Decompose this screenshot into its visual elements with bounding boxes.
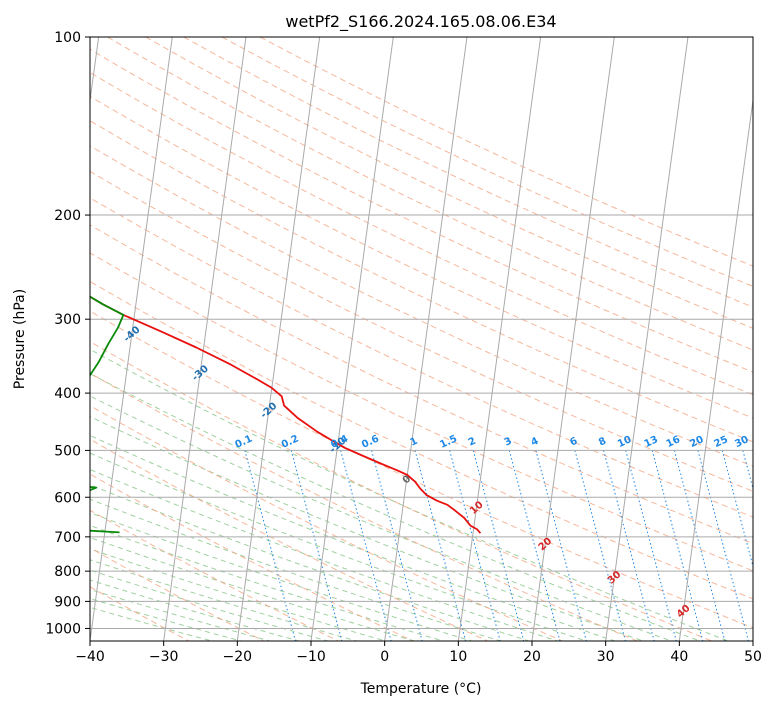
temperature-profile-line — [90, 295, 482, 534]
mixing-ratio-line — [625, 450, 677, 641]
plot-area — [90, 37, 753, 641]
isobar-grid — [90, 37, 753, 629]
x-tick-label: 40 — [670, 649, 688, 665]
dry-adiabat — [90, 145, 753, 467]
mixing-ratio-line — [574, 450, 627, 641]
mixing-ratio-line — [371, 450, 423, 641]
x-axis-label: Temperature (°C) — [360, 681, 482, 697]
isotherm-line — [457, 37, 542, 641]
mixing-ratio-label: 6 — [568, 436, 579, 449]
y-axis-label: Pressure (hPa) — [12, 289, 28, 389]
mixing-ratio-label: 25 — [713, 434, 730, 450]
dry-adiabat — [90, 71, 753, 396]
x-tick-label: 50 — [744, 649, 762, 665]
mixing-ratio-label: 4 — [529, 436, 540, 449]
isotherm-line — [384, 37, 468, 641]
dry-adiabat — [90, 48, 753, 373]
sounding-profiles — [90, 295, 482, 534]
x-axis: −40 −30 −20 −10 0 10 20 30 40 50 — [75, 641, 762, 665]
mixing-ratio-label: 10 — [616, 434, 633, 450]
dry-adiabat — [90, 224, 753, 545]
x-tick-label: 30 — [597, 649, 615, 665]
dry-adiabat — [107, 37, 753, 351]
isotherm-line — [605, 37, 689, 641]
mixing-ratio-line — [472, 450, 525, 641]
mixing-ratio-line — [673, 450, 726, 641]
y-tick-label: 800 — [54, 564, 81, 580]
isotherm-line — [310, 37, 394, 641]
dry-adiabat — [90, 280, 753, 600]
dry-adiabat — [90, 252, 753, 572]
isotherm-line — [163, 37, 247, 641]
x-tick-label: −10 — [296, 649, 326, 665]
mixing-ratio-label: 30 — [733, 434, 750, 450]
y-tick-label: 1000 — [45, 621, 81, 637]
mixing-ratio-label: 16 — [665, 434, 682, 450]
mixing-ratio-label: 20 — [688, 434, 705, 450]
isotherm-line — [236, 37, 321, 641]
y-tick-label: 600 — [54, 490, 81, 506]
y-tick-label: 900 — [54, 594, 81, 610]
mixing-ratio-label: 8 — [597, 436, 608, 449]
dry-adiabat — [90, 120, 753, 443]
y-tick-label: 200 — [54, 208, 81, 224]
plot-frame — [89, 36, 754, 642]
mixing-ratio-line — [508, 450, 561, 641]
mixing-ratio-line — [340, 450, 392, 641]
mixing-ratio-line — [535, 450, 587, 641]
dry-adiabat — [90, 170, 753, 492]
y-tick-label: 400 — [54, 386, 81, 402]
mixing-ratio-line — [721, 450, 753, 569]
dry-adiabat — [145, 37, 753, 329]
mixing-ratio-label: 13 — [643, 434, 660, 450]
x-tick-label: −30 — [149, 649, 179, 665]
mixing-ratio-label: 2 — [467, 436, 478, 449]
y-tick-label: 100 — [54, 30, 81, 46]
x-tick-label: −40 — [75, 649, 105, 665]
moist-adiabat — [90, 348, 730, 641]
dry-adiabat — [183, 37, 753, 308]
mixing-ratio-line — [449, 450, 501, 641]
chart-title: wetPf2_S166.2024.165.08.06.E34 — [285, 12, 556, 32]
x-tick-label: 10 — [449, 649, 467, 665]
mixing-ratio-line — [244, 450, 296, 641]
x-tick-label: 0 — [380, 649, 389, 665]
mixing-ratio-line — [290, 450, 343, 641]
y-tick-label: 700 — [54, 530, 81, 546]
y-axis: 100 200 300 400 500 600 700 800 900 1000 — [45, 30, 90, 637]
mixing-ratio-line — [651, 450, 704, 641]
y-tick-label: 500 — [54, 443, 81, 459]
mixing-ratio-line — [697, 450, 750, 641]
isotherm-line — [531, 37, 615, 641]
dry-adiabat — [90, 197, 753, 518]
dewpoint-profile-line — [90, 295, 125, 534]
x-tick-label: 20 — [523, 649, 541, 665]
y-tick-label: 300 — [54, 312, 81, 328]
x-tick-label: −20 — [223, 649, 253, 665]
isotherm-line — [90, 37, 173, 641]
isotherm-line — [678, 96, 753, 641]
mixing-ratio-label: 3 — [503, 436, 514, 449]
mixing-ratio-label: 1 — [409, 436, 420, 449]
dry-adiabat — [90, 95, 753, 419]
mixing-ratio-line — [603, 450, 655, 641]
